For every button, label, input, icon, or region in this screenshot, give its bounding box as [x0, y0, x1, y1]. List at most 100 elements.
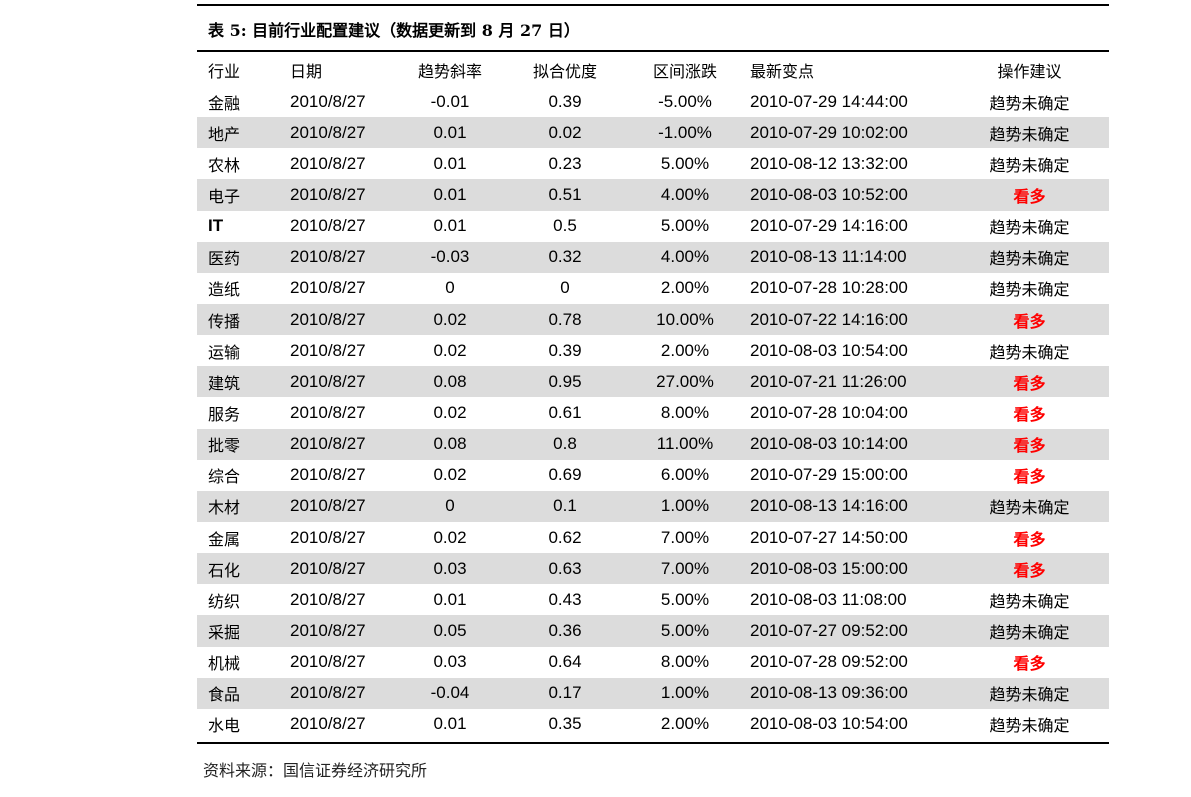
- cell-date: 2010/8/27: [290, 652, 366, 672]
- cell-date: 2010/8/27: [290, 91, 366, 111]
- cell-trend-slope: 0.01: [433, 153, 467, 173]
- cell-latest-change-point: 2010-08-13 11:14:00: [740, 241, 950, 273]
- cell-latest-change-point: 2010-08-03 10:14:00: [740, 428, 950, 460]
- cell-range-change: -5.00%: [658, 91, 712, 111]
- cell-industry: 食品: [197, 677, 290, 709]
- cell-range-change: 2.00%: [660, 714, 710, 734]
- table-row: 电子 2010/8/27 0.01 0.51 4.00% 2010-08-03 10:52…: [197, 179, 1109, 211]
- cell-latest-change-point: 2010-07-29 10:02:00: [740, 117, 950, 149]
- cell-recommendation: 趋势未确定: [950, 677, 1109, 709]
- cell-fit: 0.95: [500, 366, 630, 398]
- cell-date: 2010/8/27: [290, 402, 366, 422]
- table-row: 金属 2010/8/27 0.02 0.62 7.00% 2010-07-27 14:50…: [197, 522, 1109, 553]
- cell-fit: 0.1: [500, 490, 630, 522]
- cell-latest-change-point: 2010-08-03 10:54:00: [750, 714, 908, 734]
- source-note: 资料来源：国信证券经济研究所: [203, 761, 428, 780]
- cell-industry: 木材: [197, 490, 290, 522]
- cell-range-change: 1.00%: [630, 677, 740, 709]
- cell-latest-change-point: 2010-07-28 09:52:00: [750, 652, 908, 672]
- cell-industry: 运输: [208, 342, 241, 362]
- cell-range-change: 1.00%: [630, 490, 740, 522]
- cell-range-change: 5.00%: [660, 153, 710, 173]
- cell-range-change: 4.00%: [630, 241, 740, 273]
- cell-industry: 采掘: [197, 615, 290, 647]
- cell-date: 2010/8/27: [290, 615, 400, 647]
- cell-fit: 0.32: [500, 241, 630, 273]
- table-row: 传播 2010/8/27 0.02 0.78 10.00% 2010-07-22 14:1…: [197, 303, 1109, 336]
- table-row: 农林 2010/8/27 0.01 0.23 5.00% 2010-08-12 13:32…: [197, 148, 1109, 179]
- cell-date: 2010/8/27: [290, 278, 366, 298]
- cell-range-change: 11.00%: [630, 428, 740, 460]
- cell-trend-slope: 0.02: [433, 465, 467, 485]
- cell-trend-slope: 0.01: [400, 179, 500, 211]
- bottom-rule: [197, 742, 1109, 744]
- table-row: 医药 2010/8/27 -0.03 0.32 4.00% 2010-08-13 11:1…: [197, 241, 1109, 273]
- cell-fit: 0.69: [548, 465, 582, 485]
- cell-industry: 地产: [197, 117, 290, 149]
- cell-range-change: 8.00%: [660, 652, 710, 672]
- cell-date: 2010/8/27: [290, 677, 400, 709]
- table-row: 采掘 2010/8/27 0.05 0.36 5.00% 2010-07-27 09:52…: [197, 615, 1109, 647]
- cell-latest-change-point: 2010-08-03 10:54:00: [750, 340, 908, 360]
- cell-date: 2010/8/27: [290, 553, 400, 585]
- cell-trend-slope: 0.02: [400, 303, 500, 336]
- cell-industry: 电子: [197, 179, 290, 211]
- top-rule: [197, 4, 1109, 6]
- cell-latest-change-point: 2010-07-28 10:04:00: [750, 402, 908, 422]
- cell-range-change: 2.00%: [660, 278, 710, 298]
- table-row: 纺织 2010/8/27 0.01 0.43 5.00% 2010-08-03 11:08…: [197, 584, 1109, 615]
- cell-latest-change-point: 2010-08-13 09:36:00: [740, 677, 950, 709]
- cell-recommendation: 看多: [950, 179, 1109, 211]
- cell-date: 2010/8/27: [290, 490, 400, 522]
- cell-recommendation: 趋势未确定: [950, 490, 1109, 522]
- cell-latest-change-point: 2010-08-03 11:08:00: [750, 589, 907, 609]
- header-rule: [197, 50, 1109, 52]
- cell-trend-slope: 0.02: [433, 402, 467, 422]
- cell-range-change: -1.00%: [630, 117, 740, 149]
- cell-fit: 0.02: [500, 117, 630, 149]
- header-recommendation: 操作建议: [997, 61, 1062, 81]
- cell-fit: 0.51: [500, 179, 630, 211]
- cell-industry: 金融: [208, 93, 241, 113]
- cell-fit: 0: [560, 278, 570, 298]
- cell-trend-slope: -0.04: [400, 677, 500, 709]
- cell-trend-slope: 0: [400, 490, 500, 522]
- cell-recommendation: 趋势未确定: [989, 218, 1070, 238]
- cell-fit: 0.36: [500, 615, 630, 647]
- table-row: 运输 2010/8/27 0.02 0.39 2.00% 2010-08-03 10:54…: [197, 335, 1109, 366]
- cell-recommendation: 趋势未确定: [989, 155, 1070, 175]
- cell-industry: 石化: [197, 553, 290, 585]
- header-industry: 行业: [208, 61, 241, 81]
- table-title: 表 5: 目前行业配置建议（数据更新到 8 月 27 日）: [208, 21, 580, 40]
- cell-date: 2010/8/27: [290, 589, 366, 609]
- cell-trend-slope: 0.05: [400, 615, 500, 647]
- cell-range-change: 4.00%: [630, 179, 740, 211]
- table-row: 石化 2010/8/27 0.03 0.63 7.00% 2010-08-03 15:00…: [197, 553, 1109, 585]
- table-row: 水电 2010/8/27 0.01 0.35 2.00% 2010-08-03 10:54…: [197, 709, 1109, 740]
- cell-recommendation: 趋势未确定: [950, 117, 1109, 149]
- cell-recommendation: 看多: [1013, 467, 1046, 487]
- cell-trend-slope: 0.02: [433, 527, 467, 547]
- cell-fit: 0.39: [548, 340, 582, 360]
- cell-range-change: 27.00%: [630, 366, 740, 398]
- cell-range-change: 5.00%: [630, 615, 740, 647]
- cell-trend-slope: 0.01: [433, 589, 467, 609]
- header-date: 日期: [290, 61, 323, 81]
- cell-industry: 医药: [197, 241, 290, 273]
- cell-latest-change-point: 2010-08-13 14:16:00: [740, 490, 950, 522]
- cell-fit: 0.43: [548, 589, 582, 609]
- cell-date: 2010/8/27: [290, 303, 400, 336]
- cell-recommendation: 趋势未确定: [989, 342, 1070, 362]
- cell-recommendation: 趋势未确定: [950, 241, 1109, 273]
- cell-range-change: 8.00%: [660, 402, 710, 422]
- cell-fit: 0.35: [548, 714, 582, 734]
- cell-range-change: 6.00%: [660, 465, 710, 485]
- cell-trend-slope: 0.08: [400, 428, 500, 460]
- cell-recommendation: 趋势未确定: [989, 280, 1070, 300]
- cell-latest-change-point: 2010-08-03 15:00:00: [740, 553, 950, 585]
- cell-fit: 0.17: [500, 677, 630, 709]
- cell-fit: 0.61: [548, 402, 582, 422]
- cell-range-change: 7.00%: [660, 527, 710, 547]
- table-row: 批零 2010/8/27 0.08 0.8 11.00% 2010-08-03 10:14…: [197, 428, 1109, 460]
- cell-date: 2010/8/27: [290, 340, 366, 360]
